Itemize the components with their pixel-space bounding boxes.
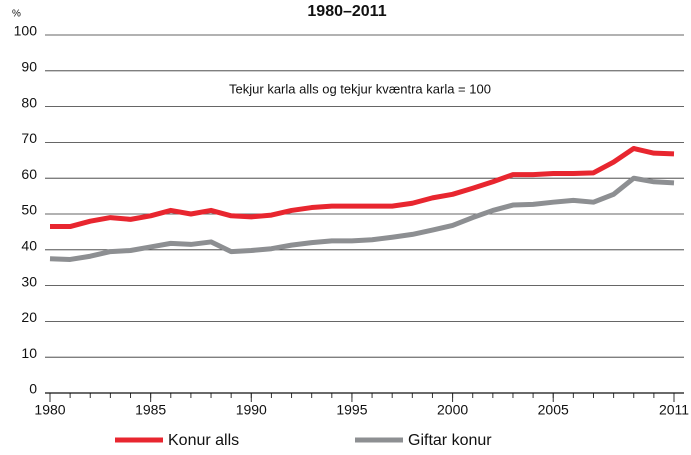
annotation: Tekjur karla alls og tekjur kvæntra karl… [229, 81, 491, 96]
y-tick-label: 50 [21, 202, 37, 218]
x-tick-label: 2005 [538, 402, 569, 418]
y-tick-label: 80 [21, 94, 37, 110]
chart-subtitle: 1980–2011 [307, 3, 386, 20]
y-unit: % [12, 9, 21, 20]
y-tick-label: 20 [21, 309, 37, 325]
x-tick-label: 2011 [659, 402, 689, 418]
y-tick-label: 40 [21, 238, 37, 254]
x-tick-label: 1990 [236, 402, 267, 418]
y-tick-label: 90 [21, 59, 37, 75]
x-tick-label: 1980 [34, 402, 65, 418]
y-tick-label: 70 [21, 130, 37, 146]
series-line [50, 145, 675, 230]
legend-label: Konur alls [168, 432, 239, 449]
x-tick-label: 2000 [437, 402, 468, 418]
y-tick-label: 60 [21, 166, 37, 182]
x-tick-label: 1995 [336, 402, 367, 418]
series-line [49, 175, 675, 262]
y-tick-label: 10 [21, 345, 37, 361]
legend-label: Giftar konur [408, 432, 492, 449]
y-tick-label: 100 [14, 23, 38, 39]
y-tick-label: 30 [21, 273, 37, 289]
y-tick-label: 0 [29, 381, 37, 397]
x-tick-label: 1985 [135, 402, 166, 418]
